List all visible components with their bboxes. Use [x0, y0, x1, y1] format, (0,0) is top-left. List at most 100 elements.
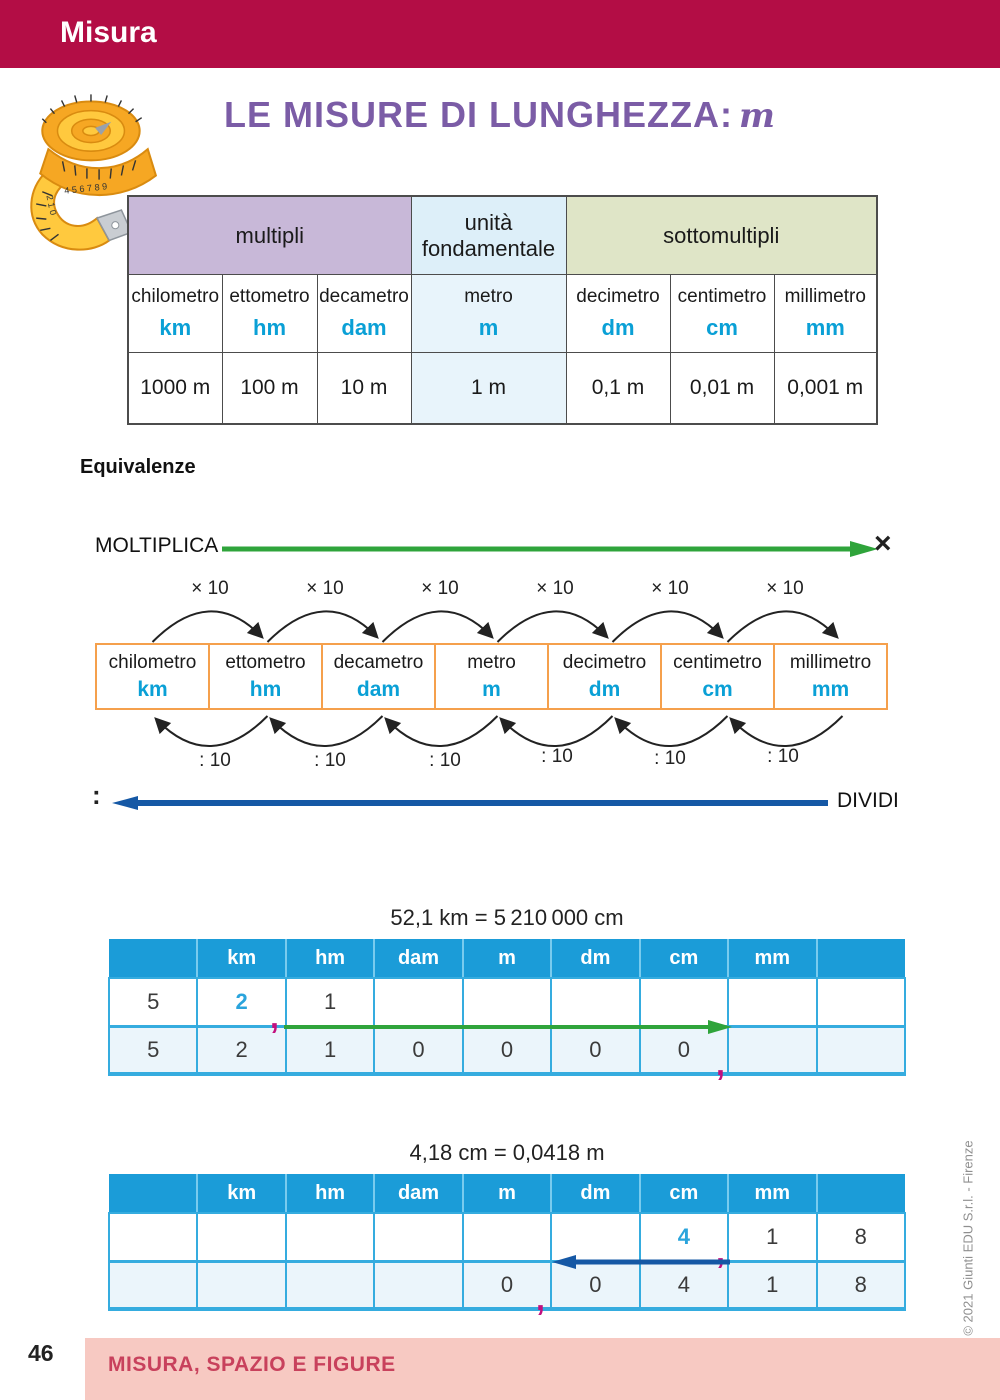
digit-cell	[815, 977, 906, 1028]
divide-step-label: : 10	[541, 746, 573, 767]
column-header	[815, 1174, 905, 1214]
digit-cell: 8	[815, 1260, 906, 1310]
digit-cell	[373, 1260, 464, 1310]
unit-box-hm: ettometro hm	[208, 643, 323, 710]
column-header: dm	[550, 939, 640, 979]
title-unit: m	[739, 96, 776, 136]
digit-cell: 1	[727, 1212, 818, 1263]
digit-cell	[107, 1260, 199, 1310]
tape-measure-illustration: 4 5 6 7 8 9 2 1 0	[30, 94, 158, 251]
digit-cell	[727, 1025, 818, 1075]
conversion-title: 52,1 km = 5 210 000 cm	[390, 905, 624, 930]
digit-cell: 0	[638, 1025, 730, 1075]
unit-cell-dm: decimetro dm	[565, 274, 671, 353]
digit-cell: 1	[727, 1260, 818, 1310]
column-header: hm	[284, 939, 375, 979]
digit-cell	[461, 1212, 553, 1263]
unit-value: 100 m	[221, 352, 318, 425]
digit-cell	[815, 1025, 906, 1075]
multiply-step-label: × 10	[191, 578, 229, 599]
conversion-table: km hm dam m dm cm mm 4 1 8	[107, 1174, 906, 1311]
unit-box-mm: millimetro mm	[773, 643, 888, 710]
unit-box-cm: centimetro cm	[660, 643, 775, 710]
conversion-example-1: 52,1 km = 5 210 000 cm km hm dam m dm cm…	[107, 905, 906, 1080]
shift-left-arrow	[552, 1255, 730, 1269]
multiply-step-label: × 10	[536, 578, 574, 599]
column-header	[815, 939, 905, 979]
digit-cell: 5	[107, 1025, 199, 1075]
unit-name: chilometro	[131, 286, 220, 307]
conversion-example-2: 4,18 cm = 0,0418 m km hm dam m dm cm mm	[107, 1140, 906, 1315]
unit-box-dm: decimetro dm	[547, 643, 662, 710]
equivalences-heading: Equivalenze	[80, 456, 196, 478]
footer-strip-label: MISURA, SPAZIO E FIGURE	[108, 1353, 396, 1376]
group-header-unita-fondamentale: unità fondamentale	[410, 195, 567, 275]
unit-abbr: km	[159, 315, 192, 340]
unit-abbr: mm	[805, 315, 845, 340]
decimal-comma: ,	[536, 1281, 545, 1317]
colon-symbol: :	[92, 780, 101, 810]
digit-cell: 4	[638, 1212, 730, 1263]
digit-cell	[461, 977, 553, 1028]
tape-tip-hole	[111, 221, 120, 230]
divide-label: DIVIDI	[837, 789, 899, 812]
digit-cell: 0	[373, 1025, 464, 1075]
digit-cell: 0	[550, 1260, 641, 1310]
tape-numbers: 2 1 0	[44, 194, 58, 216]
tape-coil-end	[95, 121, 112, 135]
tape-tick-marks	[61, 160, 137, 180]
digit-cell	[284, 1260, 376, 1310]
tape-numbers: 4 5 6 7 8 9	[64, 181, 108, 195]
column-header: m	[461, 939, 552, 979]
divide-step-label: : 10	[199, 750, 231, 771]
multiply-step-label: × 10	[421, 578, 459, 599]
tape-coil-ticks	[41, 94, 143, 124]
unit-value: 1000 m	[127, 352, 223, 425]
column-header: m	[461, 1174, 552, 1214]
unit-value: 0,1 m	[565, 352, 671, 425]
column-header: km	[196, 939, 286, 979]
unit-name: centimetro	[677, 286, 767, 307]
column-header	[109, 1174, 198, 1214]
units-table: multipli unità fondamentale sottomultipl…	[127, 195, 878, 425]
unit-cell-dam: decametro dam	[316, 274, 412, 353]
unit-box-km: chilometro km	[95, 643, 210, 710]
page-header-bar: Misura	[0, 0, 1000, 68]
unit-value: 10 m	[316, 352, 412, 425]
group-header-multipli: multipli	[127, 195, 412, 275]
digit-cell	[727, 977, 818, 1028]
unit-name: metro	[464, 286, 513, 307]
digit-cell	[107, 1212, 199, 1263]
unit-cell-hm: ettometro hm	[221, 274, 318, 353]
unit-abbr: dm	[601, 315, 635, 340]
digit-cell	[638, 977, 730, 1028]
unit-abbr: hm	[253, 315, 286, 340]
unit-cell-cm: centimetro cm	[669, 274, 775, 353]
digit-cell: 2	[196, 977, 287, 1028]
multiply-step-label: × 10	[651, 578, 689, 599]
digit-cell: 4	[638, 1260, 730, 1310]
digit-cell	[196, 1260, 287, 1310]
multiply-arcs	[151, 610, 839, 643]
unit-cell-m: metro m	[410, 274, 567, 353]
multiply-step-label: × 10	[766, 578, 804, 599]
group-header-sottomultipli: sottomultipli	[565, 195, 878, 275]
divide-arcs	[154, 715, 844, 747]
divide-step-label: : 10	[767, 746, 799, 767]
multiply-step-label: × 10	[306, 578, 344, 599]
digit-cell: 0	[461, 1025, 553, 1075]
conversion-title: 4,18 cm = 0,0418 m	[409, 1140, 605, 1165]
divide-arrow	[112, 796, 828, 810]
unit-name: decimetro	[576, 286, 660, 307]
multiply-label: MOLTIPLICA	[95, 534, 219, 557]
unit-value: 0,01 m	[669, 352, 775, 425]
column-header	[109, 939, 198, 979]
digit-cell: 0	[461, 1260, 553, 1310]
unit-abbr: cm	[706, 315, 738, 340]
conversion-table: km hm dam m dm cm mm 5 2 1 5	[107, 939, 906, 1076]
column-header: cm	[638, 939, 729, 979]
decimal-comma: ,	[716, 1046, 725, 1082]
digit-cell	[550, 977, 641, 1028]
digit-cell: 5	[107, 977, 199, 1028]
